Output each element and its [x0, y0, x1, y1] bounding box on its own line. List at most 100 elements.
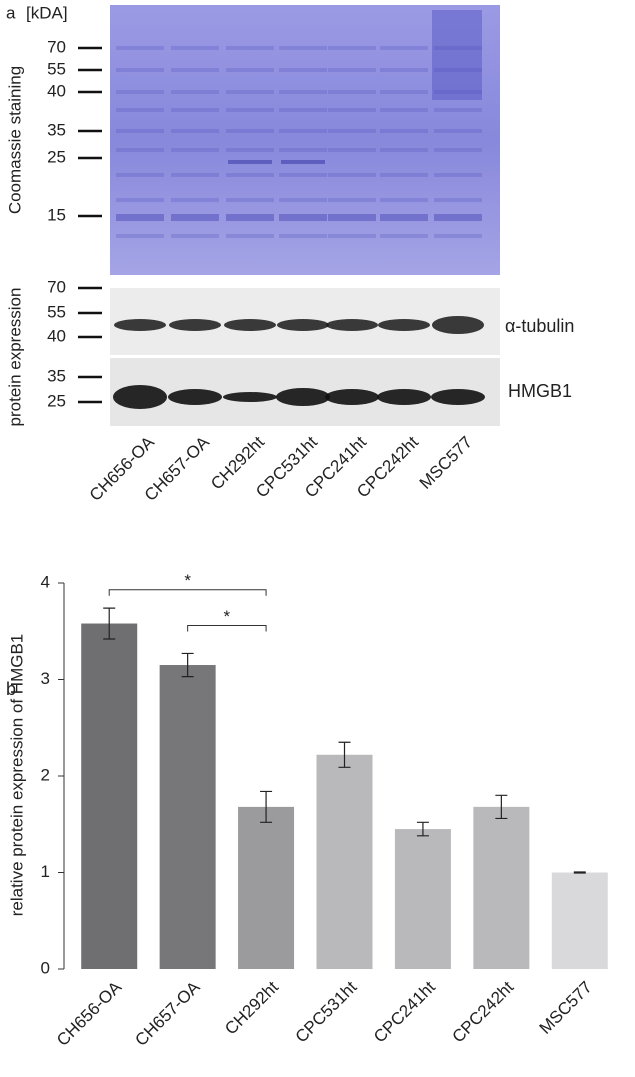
gel-band [279, 214, 327, 221]
x-tick-label: CH657-OA [131, 977, 204, 1050]
gel-band [226, 173, 274, 177]
marker-label: 40 [47, 81, 66, 100]
coomassie-gel [110, 5, 500, 275]
blot-band [113, 385, 167, 409]
gel-band [116, 90, 164, 94]
y-tick-label: 3 [41, 669, 50, 688]
x-tick-label: CH292ht [221, 977, 282, 1038]
gel-band [434, 108, 482, 112]
marker-label: 25 [47, 147, 66, 166]
gel-band [380, 90, 428, 94]
gel-band [226, 68, 274, 72]
gel-band [116, 68, 164, 72]
gel-band [228, 160, 272, 164]
gel-band [434, 90, 482, 94]
gel-band [279, 129, 327, 133]
gel-band [328, 108, 376, 112]
gel-band [226, 90, 274, 94]
gel-band [171, 173, 219, 177]
gel-band [116, 148, 164, 152]
x-tick-label: CPC241ht [370, 977, 439, 1046]
gel-band [226, 46, 274, 50]
panel-label: a [6, 3, 16, 22]
significance-label: * [184, 571, 191, 590]
significance-bracket [187, 624, 267, 632]
blot-band [223, 392, 277, 402]
gel-band [328, 173, 376, 177]
tubulin-label: α-tubulin [505, 316, 574, 336]
marker-label: 70 [47, 277, 66, 296]
gel-band [279, 173, 327, 177]
y-axis-label: relative protein expression of HMGB1 [7, 634, 26, 917]
marker-label: 55 [47, 302, 66, 321]
gel-band [171, 234, 219, 238]
unit-label: [kDA] [26, 3, 68, 22]
error-bar [416, 821, 429, 837]
y-tick-label: 2 [41, 765, 50, 784]
y-tick-label: 1 [41, 862, 50, 881]
gel-band [328, 68, 376, 72]
blot-band [326, 319, 378, 331]
marker-label: 55 [47, 59, 66, 78]
marker-label: 40 [47, 326, 66, 345]
gel-band [434, 148, 482, 152]
hmgb1-label: HMGB1 [508, 381, 572, 401]
marker-label: 35 [47, 120, 66, 139]
gel-band [171, 214, 219, 221]
gel-band [328, 234, 376, 238]
error-bar [260, 790, 273, 823]
gel-band [226, 198, 274, 202]
gel-band [116, 214, 164, 221]
gel-band [279, 68, 327, 72]
y-tick-label: 0 [41, 958, 50, 977]
gel-band [434, 198, 482, 202]
gel-band [171, 148, 219, 152]
gel-band [380, 234, 428, 238]
blot-band [114, 319, 166, 331]
gel-band [116, 198, 164, 202]
blot-band [224, 319, 276, 331]
blot-band [432, 316, 484, 334]
gel-band [116, 173, 164, 177]
blot-band [431, 389, 485, 405]
error-bar [495, 794, 508, 820]
gel-band [279, 90, 327, 94]
error-bar [338, 741, 351, 768]
marker-label: 15 [47, 205, 66, 224]
gel-band [328, 46, 376, 50]
gel-band [380, 129, 428, 133]
gel-band [380, 46, 428, 50]
blot-band [169, 319, 221, 331]
x-tick-label: CPC242ht [448, 977, 517, 1046]
y-tick-label: 4 [41, 572, 50, 591]
blot-label: protein expression [5, 288, 24, 427]
gel-band [171, 108, 219, 112]
gel-band [279, 198, 327, 202]
gel-band [171, 198, 219, 202]
lane-label: MSC577 [416, 433, 476, 493]
gel-band [171, 90, 219, 94]
gel-band [171, 46, 219, 50]
bar [81, 623, 138, 969]
gel-band [328, 148, 376, 152]
error-bar [181, 652, 194, 678]
blot-band [168, 389, 222, 405]
gel-band [116, 108, 164, 112]
marker-label: 25 [47, 391, 66, 410]
error-bar [103, 607, 116, 640]
gel-band [380, 198, 428, 202]
gel-band [226, 234, 274, 238]
significance-label: * [224, 607, 231, 626]
gel-band [380, 108, 428, 112]
gel-band [434, 46, 482, 50]
bar [238, 806, 295, 969]
gel-band [116, 46, 164, 50]
gel-band [434, 234, 482, 238]
gel-band [380, 68, 428, 72]
gel-band [328, 129, 376, 133]
gel-band [226, 108, 274, 112]
gel-band [171, 129, 219, 133]
gel-band [226, 214, 274, 221]
gel-band [171, 68, 219, 72]
